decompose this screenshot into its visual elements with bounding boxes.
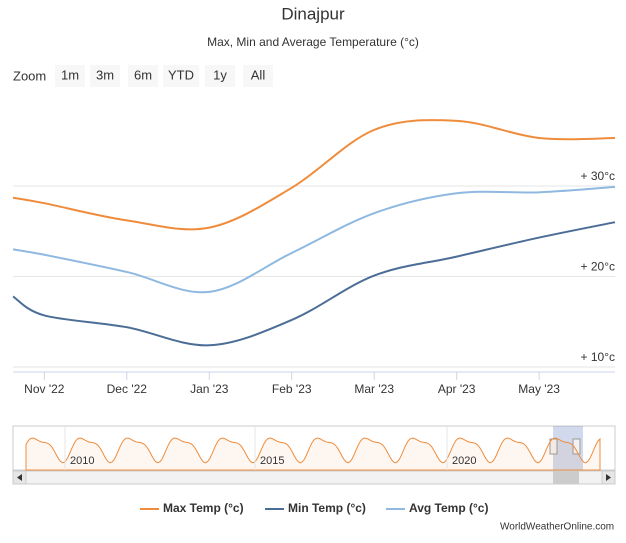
navigator-label: 2020 xyxy=(452,455,476,467)
navigator-frame xyxy=(12,425,616,471)
y-tick-label: + 30°c xyxy=(581,169,616,183)
range-button[interactable] xyxy=(243,65,273,87)
range-button[interactable] xyxy=(90,65,120,87)
y-tick-label: + 10°c xyxy=(581,350,616,364)
navigator-label: 2010 xyxy=(70,455,94,467)
range-button-label: 1y xyxy=(213,67,227,82)
x-tick-label: Dec '22 xyxy=(107,382,148,396)
legend-label[interactable]: Avg Temp (°c) xyxy=(409,501,488,515)
navigator: 2010 2015 2020 xyxy=(12,425,616,485)
series-line xyxy=(12,185,616,294)
x-tick-label: May '23 xyxy=(518,382,560,396)
legend-label[interactable]: Min Temp (°c) xyxy=(288,501,366,515)
scrollbar-track[interactable] xyxy=(12,470,616,485)
navigator-label: 2015 xyxy=(260,455,284,467)
arrow-left xyxy=(17,474,22,481)
range-button-label: 6m xyxy=(134,67,152,82)
chart-title: Dinajpur xyxy=(281,4,345,23)
range-button[interactable] xyxy=(55,65,85,87)
x-tick-label: Nov '22 xyxy=(24,382,65,396)
x-tick-label: Mar '23 xyxy=(354,382,394,396)
range-button-label: 1m xyxy=(61,67,79,82)
range-button[interactable] xyxy=(205,65,235,87)
series-line xyxy=(12,221,616,347)
x-tick-label: Apr '23 xyxy=(438,382,476,396)
range-button[interactable] xyxy=(128,65,158,87)
x-tick-label: Feb '23 xyxy=(272,382,312,396)
y-tick-label: + 20°c xyxy=(581,260,616,274)
series-line xyxy=(12,119,616,231)
zoom-label: Zoom xyxy=(13,68,46,83)
navigator-area xyxy=(25,437,601,471)
legend-label[interactable]: Max Temp (°c) xyxy=(163,501,244,515)
nav-handle[interactable] xyxy=(572,438,581,455)
range-button[interactable] xyxy=(163,65,199,87)
nav-handle[interactable] xyxy=(549,438,558,455)
scrollbar-thumb[interactable] xyxy=(553,471,579,484)
arrow-right xyxy=(606,474,611,481)
credit: WorldWeatherOnline.com xyxy=(500,522,614,533)
range-button-label: 3m xyxy=(96,67,114,82)
x-tick-label: Jan '23 xyxy=(190,382,229,396)
range-button-label: YTD xyxy=(168,67,194,82)
range-button-label: All xyxy=(251,67,266,82)
chart-subtitle: Max, Min and Average Temperature (°c) xyxy=(207,35,419,49)
